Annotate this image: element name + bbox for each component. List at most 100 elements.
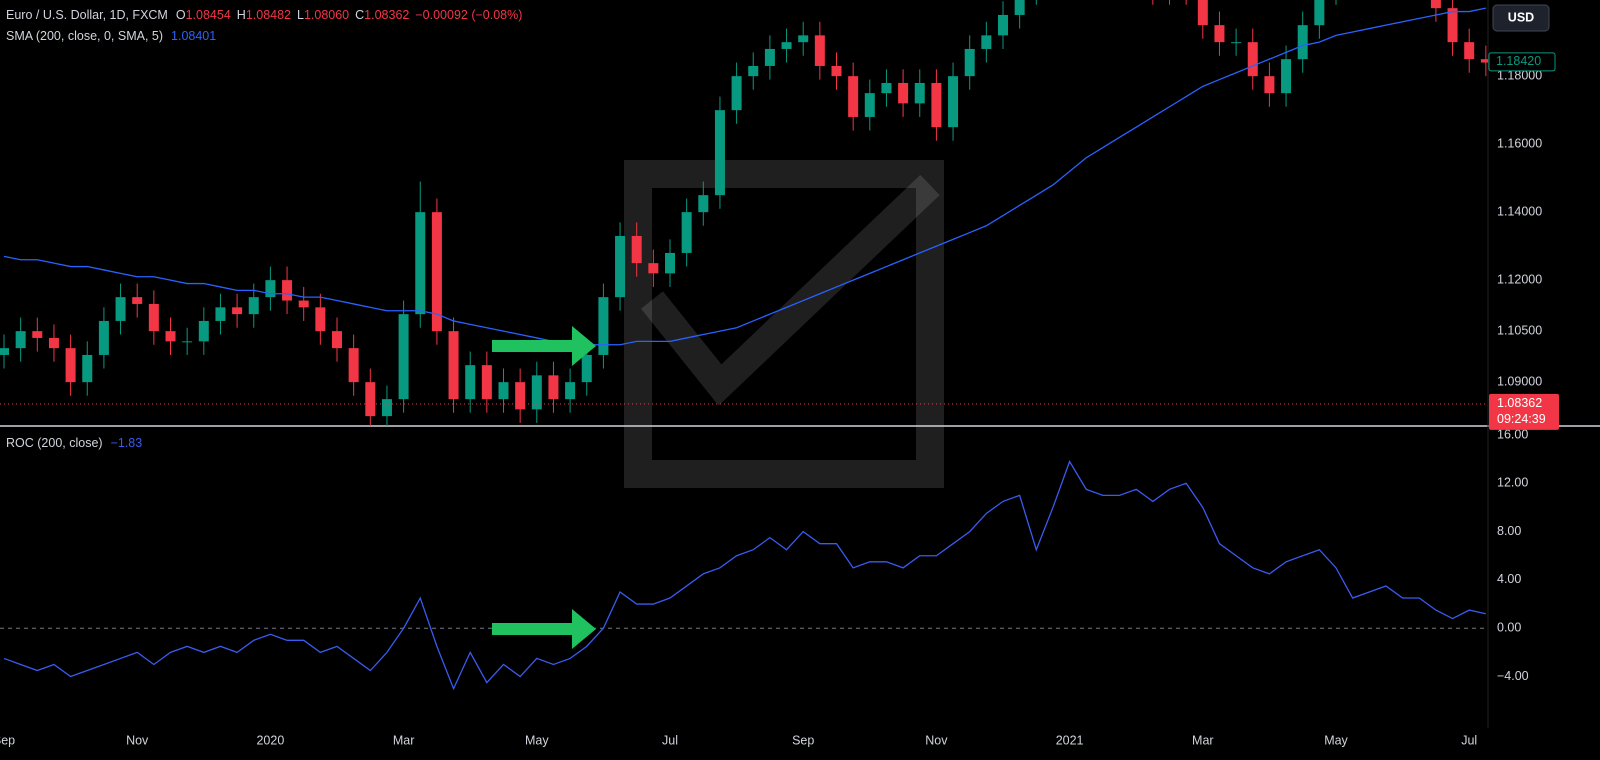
x-tick-label: Nov — [126, 733, 149, 747]
candle-body — [681, 212, 692, 253]
price-pane — [0, 0, 1488, 426]
candle-body — [731, 76, 742, 111]
candle-body — [648, 263, 659, 274]
candle-body — [1281, 59, 1292, 94]
candle-body — [15, 331, 26, 349]
candle-body — [48, 337, 59, 349]
x-tick-label: Sep — [0, 733, 15, 747]
last-price-label: 1.18420 — [1496, 54, 1541, 68]
ohlc-value: 1.08482 — [246, 8, 291, 22]
candle-body — [714, 110, 725, 196]
candle-body — [298, 300, 309, 308]
candle-body — [398, 314, 409, 400]
candle-body — [598, 297, 609, 355]
candle-body — [1430, 0, 1441, 9]
y-tick-label: 4.00 — [1497, 572, 1521, 586]
candle-body — [698, 195, 709, 213]
candle-body — [864, 93, 875, 117]
candle-body — [498, 382, 509, 400]
candle-body — [332, 331, 342, 349]
candle-body — [1214, 25, 1225, 43]
roc-value: −1.83 — [111, 436, 143, 450]
candle-body — [565, 382, 576, 400]
candle-body — [198, 320, 209, 342]
candle-body — [98, 320, 109, 355]
candle-body — [1297, 25, 1308, 60]
sma-name: SMA (200, close, 0, SMA, 5) — [6, 29, 163, 43]
candle-body — [315, 307, 326, 332]
currency-label[interactable]: USD — [1508, 10, 1534, 24]
candle-body — [881, 82, 892, 94]
candle-body — [531, 375, 542, 410]
candle-body — [148, 303, 159, 332]
candle-body — [914, 82, 925, 104]
arrow — [492, 326, 596, 366]
x-tick-label: Mar — [1192, 733, 1214, 747]
y-tick-label: 1.14000 — [1497, 204, 1542, 218]
sma-legend: SMA (200, close, 0, SMA, 5) 1.08401 — [6, 29, 216, 43]
x-tick-label: 2021 — [1056, 733, 1084, 747]
candle-body — [82, 354, 93, 383]
candle-body — [898, 82, 909, 104]
x-tick-label: May — [525, 733, 549, 747]
candle-body — [115, 297, 126, 321]
roc-name: ROC (200, close) — [6, 436, 103, 450]
overlay: 1.18420 1.08362 09:24:39 USD Euro / U.S. Dol… — [6, 4, 1559, 450]
candle-body — [1264, 76, 1275, 94]
currency-button[interactable] — [1492, 4, 1550, 32]
candle-body — [381, 399, 392, 417]
candle-body — [1480, 59, 1488, 63]
price-marker-tag — [1489, 393, 1559, 430]
candle-body — [481, 365, 492, 400]
candle-body — [215, 307, 226, 321]
candle-body — [465, 365, 476, 400]
y-tick-label: 16.00 — [1497, 427, 1528, 441]
candle-body — [365, 382, 376, 417]
last-price-tag — [1488, 52, 1556, 72]
x-tick-label: 2020 — [256, 733, 284, 747]
sma-value: 1.08401 — [171, 29, 216, 43]
candle-body — [848, 76, 859, 117]
sma-line — [3, 7, 1486, 346]
candle-body — [431, 212, 442, 332]
ohlc-value: 1.08454 — [186, 8, 231, 22]
ohlc-key: C — [355, 8, 364, 22]
change-value: −0.00092 (−0.08%) — [415, 8, 522, 22]
x-tick-label: Jul — [1461, 733, 1477, 747]
candle-body — [1447, 8, 1458, 43]
price-marker-label: 1.08362 — [1497, 396, 1542, 410]
candle-body — [615, 235, 626, 298]
y-tick-label: 1.16000 — [1497, 136, 1542, 150]
marks: 1.18000 1.16000 1.14000 1.12000 1.10500 1.090… — [0, 0, 1542, 747]
x-tick-label: May — [1324, 733, 1348, 747]
watermark — [624, 160, 944, 488]
candle-body — [132, 297, 143, 304]
symbol-title: Euro / U.S. Dollar, 1D, FXCM — [6, 8, 168, 22]
candle-body — [1231, 42, 1242, 44]
ohlc-key: O — [176, 8, 186, 22]
candle-body — [448, 331, 459, 400]
candle-body — [831, 65, 842, 77]
candle-body — [665, 252, 675, 274]
candle-body — [931, 82, 942, 128]
candle-body — [1197, 0, 1208, 26]
candle-body — [1314, 0, 1325, 26]
candle-body — [798, 35, 809, 43]
roc-line — [3, 460, 1486, 691]
candle-body — [964, 48, 975, 77]
y-tick-label: 0.00 — [1497, 621, 1521, 635]
candle-body — [32, 331, 43, 338]
candle-body — [265, 280, 276, 298]
candle-body — [764, 48, 775, 66]
ohlc-key: H — [237, 8, 246, 22]
candle-body — [998, 14, 1008, 36]
x-tick-label: Nov — [925, 733, 948, 747]
candle-body — [1247, 42, 1258, 77]
x-tick-label: Sep — [792, 733, 814, 747]
candle-body — [814, 35, 825, 66]
candle-body — [415, 212, 426, 315]
countdown: 09:24:39 — [1497, 412, 1546, 426]
y-tick-label: 1.10500 — [1497, 323, 1542, 337]
